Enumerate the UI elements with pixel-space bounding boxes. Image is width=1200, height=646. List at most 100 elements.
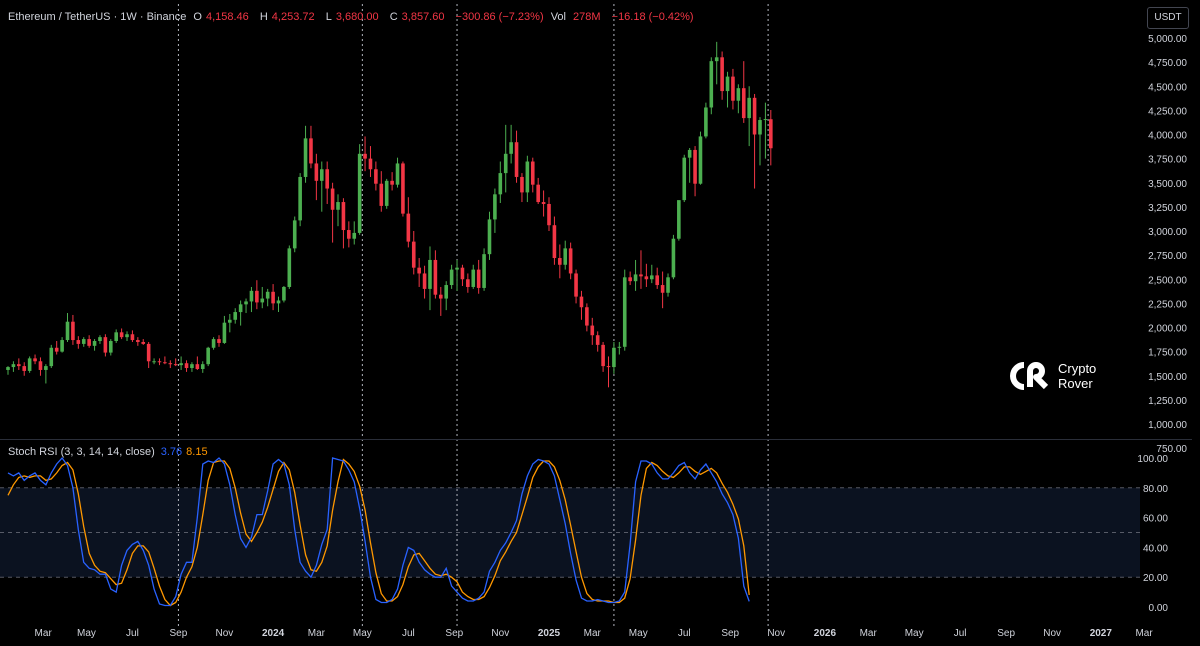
currency-button[interactable]: USDT [1147, 7, 1189, 29]
time-tick-label: Mar [308, 628, 326, 639]
change-value: −300.86 (−7.23%) [455, 11, 544, 23]
candle-body [152, 361, 156, 363]
candle-body [639, 274, 643, 277]
candle-body [384, 180, 389, 206]
candle-body [655, 275, 659, 286]
candle-body [401, 163, 405, 214]
rsi-tick-label: 100.00 [1137, 454, 1168, 465]
price-tick-label: 2,000.00 [1148, 324, 1187, 335]
candle-body [27, 358, 32, 371]
candle-body [136, 340, 140, 342]
candle-body [671, 238, 676, 278]
candle-body [341, 202, 346, 231]
candle-body [330, 188, 335, 210]
candle-body [606, 366, 611, 368]
close-value: 3,857.60 [401, 11, 445, 23]
candle-body [309, 138, 313, 164]
candle-body [98, 337, 102, 342]
open-label: O [193, 11, 202, 23]
candle-body [493, 194, 497, 220]
candle-body [471, 269, 476, 287]
candle-body [87, 339, 91, 346]
candle-body [633, 274, 638, 282]
candle-body [769, 119, 773, 149]
candle-body [520, 176, 524, 193]
candle-body [731, 76, 735, 101]
candle-body [141, 341, 146, 344]
symbol-title[interactable]: Ethereum / TetherUS · 1W · Binance [8, 11, 187, 23]
candle-body [130, 334, 135, 341]
candle-body [455, 267, 459, 270]
close-label: C [389, 11, 398, 23]
time-tick-label: 2025 [538, 628, 561, 639]
candles[interactable] [6, 41, 773, 388]
candle-body [487, 219, 492, 255]
candle-body [649, 275, 654, 280]
candle-body [379, 183, 384, 206]
price-tick-label: 3,250.00 [1148, 203, 1187, 214]
candle-body [439, 294, 443, 299]
candle-body [17, 364, 21, 367]
watermark-line1: Crypto [1058, 361, 1097, 376]
candle-body [163, 362, 167, 364]
price-tick-label: 5,000.00 [1148, 34, 1187, 45]
candle-body [22, 366, 27, 371]
candle-body [363, 153, 367, 159]
candle-body [449, 269, 454, 286]
candle-body [298, 176, 302, 221]
candle-body [352, 232, 357, 239]
time-tick-label: Nov [1043, 628, 1061, 639]
candle-body [498, 173, 503, 195]
stoch-rsi-lines[interactable] [7, 456, 750, 607]
candle-body [704, 107, 708, 137]
low-label: L [325, 11, 332, 23]
volume-value: 278M [573, 11, 601, 23]
candle-body [433, 259, 438, 295]
rsi-tick-label: 60.00 [1143, 514, 1168, 525]
time-tick-label: Mar [35, 628, 53, 639]
candle-body [336, 202, 340, 210]
candle-body [579, 296, 584, 308]
time-tick-label: Sep [170, 628, 188, 639]
candle-body [222, 322, 227, 343]
candle-body [530, 161, 535, 185]
time-tick-label: Jul [402, 628, 415, 639]
stoch-rsi-title[interactable]: Stoch RSI (3, 3, 14, 14, close) [8, 446, 155, 458]
open-value: 4,158.46 [205, 11, 249, 23]
time-tick-label: May [77, 628, 96, 639]
candle-body [276, 300, 281, 304]
candle-body [687, 149, 692, 158]
rsi-axis[interactable]: 0.00 20.00 40.00 60.00 80.00 100.00 [1137, 454, 1168, 614]
candle-body [184, 363, 189, 369]
price-tick-label: 3,500.00 [1148, 179, 1187, 190]
candle-body [228, 319, 232, 323]
candle-body [660, 285, 665, 293]
time-tick-label: Nov [216, 628, 234, 639]
candle-body [720, 57, 724, 92]
candle-body [677, 200, 681, 239]
candle-body [233, 312, 238, 320]
candle-body [563, 248, 568, 265]
candle-body [314, 163, 319, 181]
rsi-band-layer [0, 487, 1140, 578]
price-tick-label: 2,250.00 [1148, 299, 1187, 310]
candle-body [736, 88, 741, 101]
high-value: 4,253.72 [271, 11, 315, 23]
candle-body [758, 120, 762, 135]
watermark-line2: Rover [1058, 376, 1093, 391]
symbol-legend[interactable]: Ethereum / TetherUS · 1W · Binance O 4,15… [8, 11, 698, 23]
candle-body [44, 366, 48, 370]
candle-body [536, 184, 540, 203]
candle-body [612, 347, 616, 368]
price-axis[interactable]: 750.00 1,000.00 1,250.00 1,500.00 1,750.00 2,… [1148, 34, 1187, 455]
time-tick-label: Mar [860, 628, 878, 639]
candle-body [374, 169, 378, 184]
price-tick-label: 3,000.00 [1148, 227, 1187, 238]
stoch-rsi-legend[interactable]: Stoch RSI (3, 3, 14, 14, close) 3.76 8.15 [8, 446, 208, 458]
time-axis[interactable]: Mar May Jul Sep Nov 2024 Mar May Jul Sep Nov 2025 Ma… [35, 628, 1154, 639]
candle-body [714, 57, 719, 62]
candle-body [292, 220, 297, 249]
candle-body [357, 153, 362, 233]
watermark-logo: Crypto Rover [1008, 361, 1096, 391]
